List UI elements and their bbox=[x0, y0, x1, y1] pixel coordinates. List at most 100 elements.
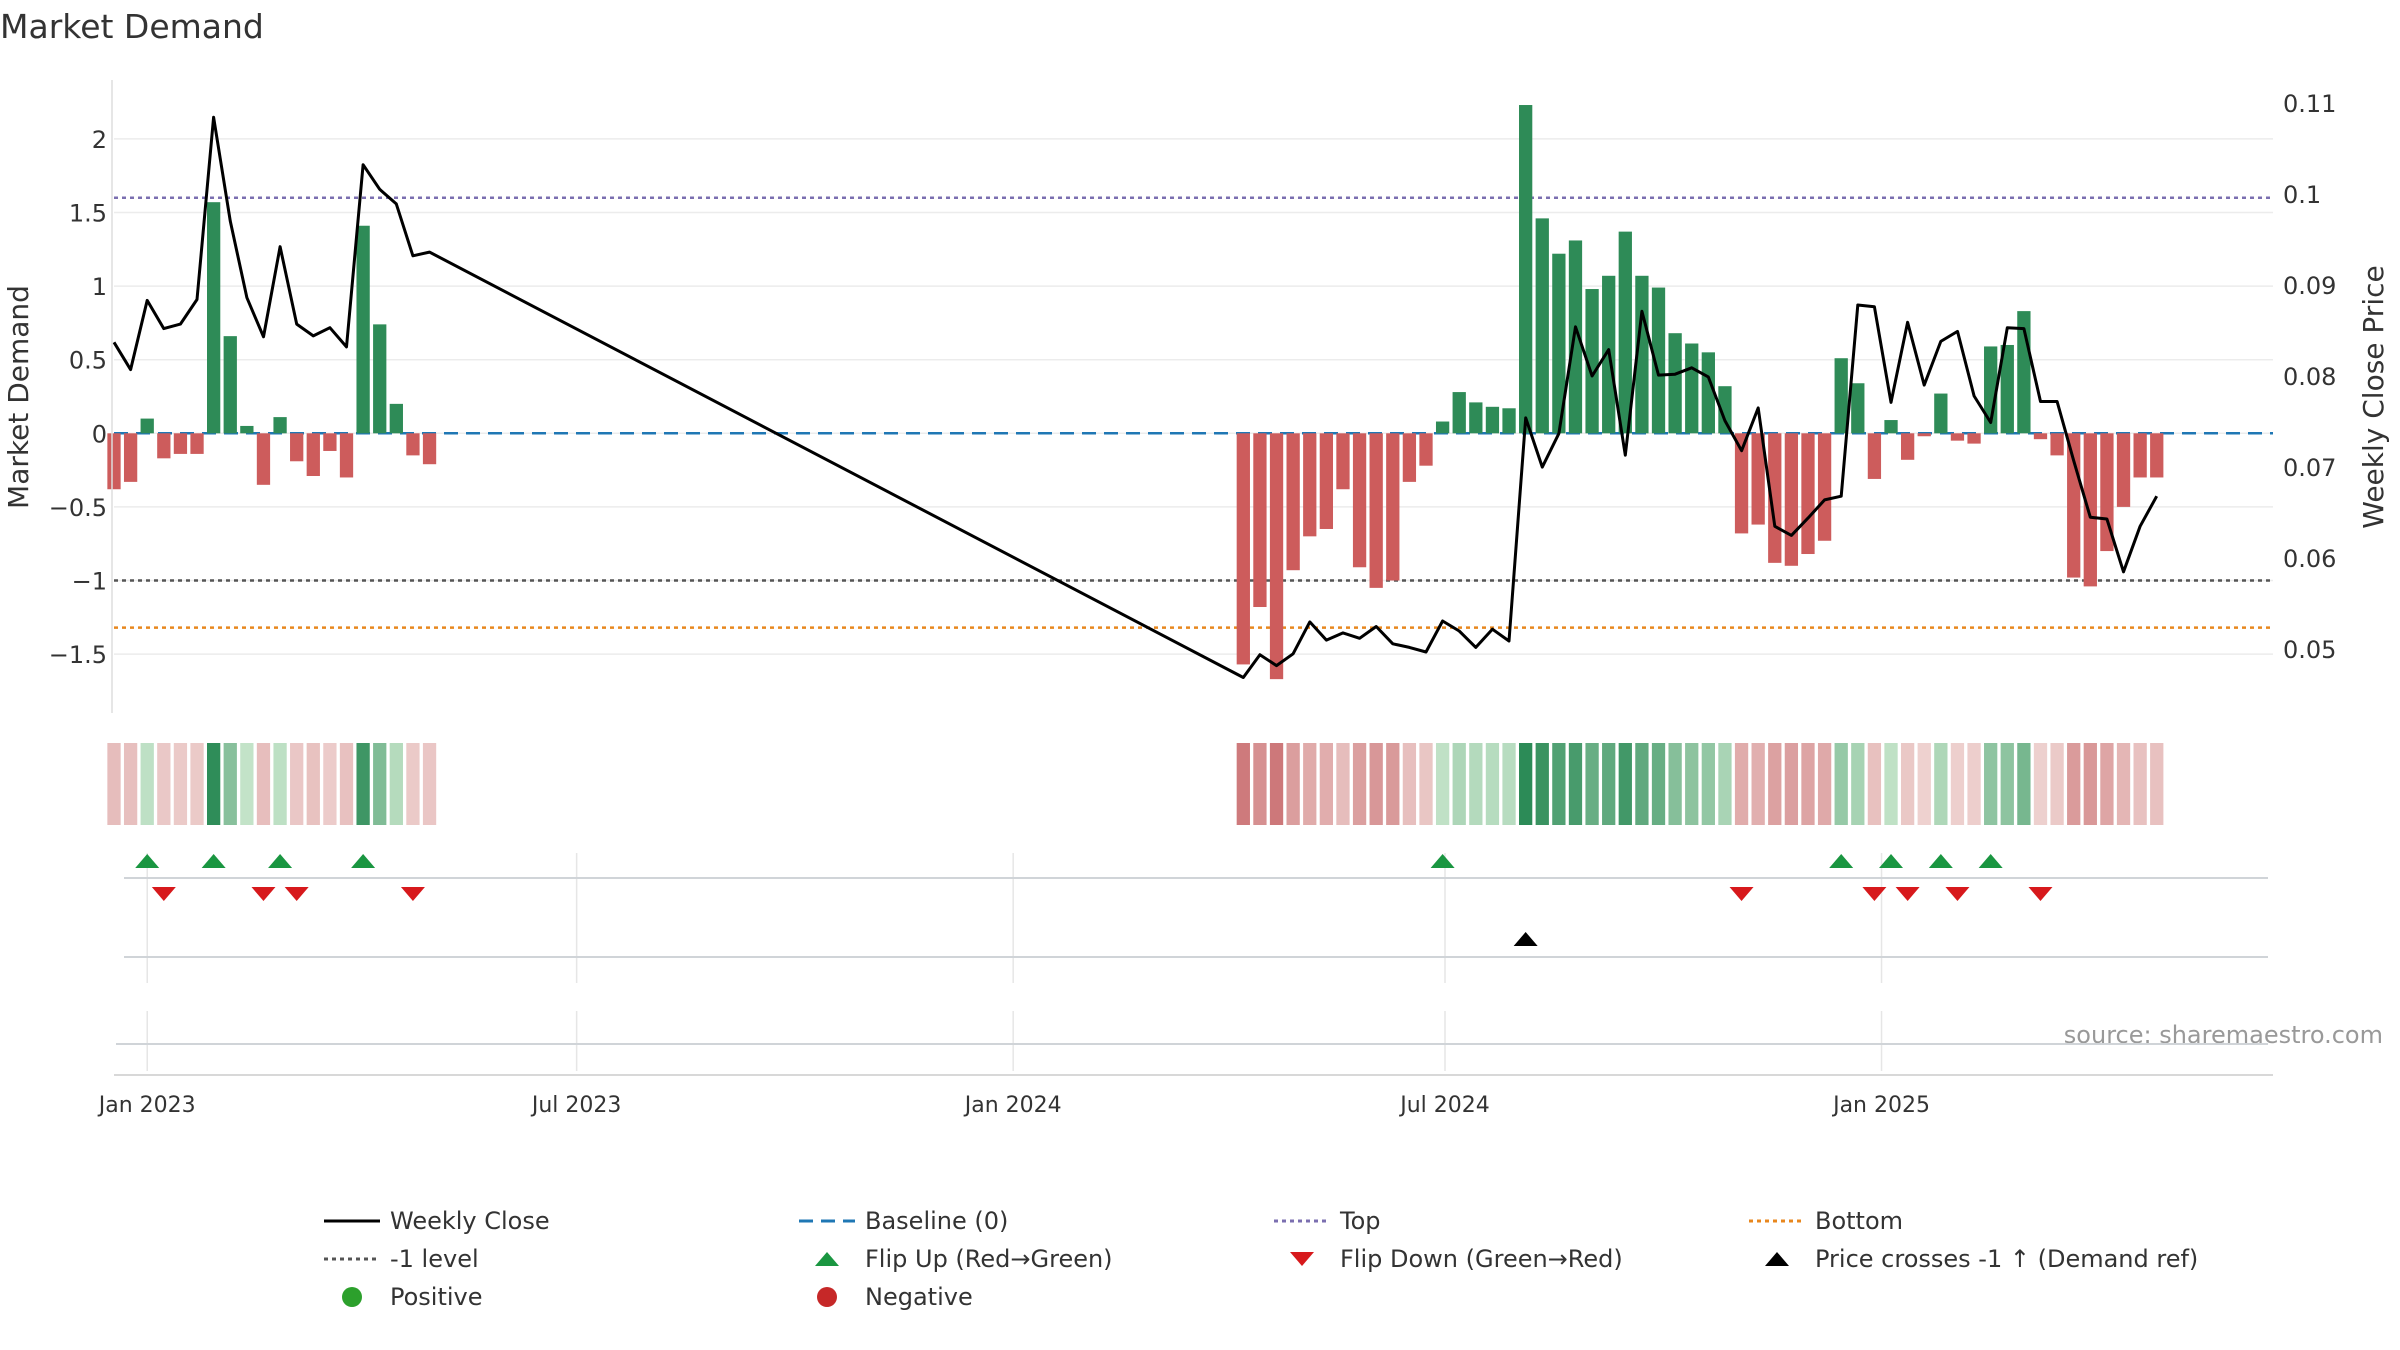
strip-cell bbox=[2083, 743, 2097, 825]
strip-cell bbox=[1867, 743, 1882, 825]
flip-up-marker bbox=[201, 854, 226, 868]
demand-bar bbox=[1668, 333, 1682, 434]
demand-bar bbox=[1884, 420, 1898, 434]
strip-cell bbox=[1535, 743, 1549, 825]
strip-cell bbox=[1568, 743, 1583, 825]
strip-cell bbox=[2067, 743, 2081, 825]
legend-label: Positive bbox=[390, 1283, 483, 1311]
x-tick-label: Jan 2023 bbox=[97, 1093, 196, 1118]
strip-cell bbox=[1884, 743, 1898, 825]
demand-bar bbox=[1618, 231, 1632, 434]
demand-bar bbox=[1734, 433, 1749, 534]
demand-bar bbox=[2083, 433, 2097, 587]
strip-cell bbox=[123, 743, 138, 825]
strip-cell bbox=[1386, 743, 1400, 825]
demand-bar bbox=[2150, 433, 2164, 478]
demand-bar bbox=[323, 433, 337, 451]
strip-cell bbox=[1651, 743, 1666, 825]
legend-item: Bottom bbox=[1745, 1204, 1903, 1238]
demand-bar bbox=[1751, 433, 1765, 525]
demand-bar bbox=[2033, 433, 2048, 440]
demand-bar bbox=[1851, 383, 1865, 434]
strip-cell bbox=[1303, 743, 1317, 825]
demand-bar bbox=[157, 433, 171, 459]
strip-cell bbox=[2017, 743, 2031, 825]
strip-cell bbox=[290, 743, 304, 825]
demand-bar bbox=[389, 403, 403, 434]
circle-swatch-icon bbox=[795, 1280, 859, 1314]
strip-cell bbox=[1452, 743, 1466, 825]
legend-label: Price crosses -1 ↑ (Demand ref) bbox=[1815, 1245, 2199, 1273]
flip-down-marker bbox=[1729, 887, 1754, 901]
demand-bar bbox=[406, 433, 420, 456]
flip-down-marker bbox=[284, 887, 309, 901]
flip-down-marker bbox=[400, 887, 425, 901]
weekly-close-line bbox=[112, 115, 2159, 679]
strip-cell bbox=[1900, 743, 1915, 825]
demand-bar bbox=[373, 324, 387, 434]
demand-bar bbox=[1519, 105, 1533, 434]
strip-cell bbox=[1950, 743, 1965, 825]
strip-cell bbox=[1851, 743, 1865, 825]
line-swatch-icon bbox=[1745, 1204, 1809, 1238]
line-swatch-icon bbox=[320, 1204, 384, 1238]
strip-cell bbox=[1269, 743, 1284, 825]
demand-bar bbox=[1435, 421, 1450, 434]
strip-cell bbox=[1984, 743, 1998, 825]
demand-bars bbox=[107, 105, 2164, 680]
demand-bar bbox=[1784, 433, 1799, 566]
strip-cell bbox=[1685, 743, 1699, 825]
flip-up-marker bbox=[1928, 854, 1953, 868]
flip-down-marker bbox=[1862, 887, 1887, 901]
x-tick-label: Jan 2025 bbox=[1831, 1093, 1930, 1118]
strip-cell bbox=[1801, 743, 1815, 825]
strip-cell bbox=[389, 743, 403, 825]
demand-bar bbox=[1950, 433, 1965, 441]
strip-cell bbox=[2050, 743, 2064, 825]
strip-cell bbox=[2133, 743, 2147, 825]
demand-bar bbox=[1469, 402, 1483, 434]
flip-up-marker bbox=[1829, 854, 1854, 868]
y2-tick-label: 0.06 bbox=[2283, 545, 2336, 573]
market-demand-chart: Market Demand Market Demand Weekly Close… bbox=[0, 7, 2390, 1118]
legend-item: Flip Up (Red→Green) bbox=[795, 1242, 1113, 1276]
y-tick-label: 2 bbox=[92, 126, 107, 154]
strip-cell bbox=[1402, 743, 1417, 825]
legend-item: Flip Down (Green→Red) bbox=[1270, 1242, 1623, 1276]
demand-bar bbox=[207, 202, 221, 434]
y2-tick-label: 0.11 bbox=[2283, 90, 2336, 118]
y-tick-label: −0.5 bbox=[49, 494, 107, 522]
demand-bar bbox=[1718, 386, 1732, 434]
demand-bar bbox=[2116, 433, 2131, 507]
flip-up-marker bbox=[1879, 854, 1904, 868]
demand-heat-strip bbox=[107, 743, 2164, 825]
demand-bar bbox=[123, 433, 138, 482]
demand-bar bbox=[1535, 218, 1549, 434]
strip-cell bbox=[373, 743, 387, 825]
strip-cell bbox=[2000, 743, 2014, 825]
strip-cell bbox=[1369, 743, 1383, 825]
demand-bar bbox=[1253, 433, 1267, 608]
demand-bar bbox=[339, 433, 354, 478]
triangle-swatch-icon bbox=[1270, 1242, 1334, 1276]
demand-bar bbox=[422, 433, 437, 465]
demand-bar bbox=[1685, 343, 1699, 434]
demand-bar bbox=[2133, 433, 2147, 478]
strip-cell bbox=[1817, 743, 1832, 825]
demand-bar bbox=[2067, 433, 2081, 578]
strip-cell bbox=[2100, 743, 2114, 825]
strip-cell bbox=[306, 743, 320, 825]
strip-cell bbox=[1768, 743, 1782, 825]
flip-down-marker bbox=[251, 887, 276, 901]
y2-tick-label: 0.08 bbox=[2283, 363, 2336, 391]
x-tick-label: Jul 2024 bbox=[1398, 1093, 1490, 1118]
strip-cell bbox=[1286, 743, 1300, 825]
flip-down-marker bbox=[2028, 887, 2053, 901]
demand-bar bbox=[1386, 433, 1400, 581]
line-swatch-icon bbox=[1270, 1204, 1334, 1238]
flip-up-marker bbox=[268, 854, 293, 868]
triangle-swatch-icon bbox=[1745, 1242, 1809, 1276]
flip-up-marker bbox=[351, 854, 376, 868]
event-markers bbox=[116, 853, 2268, 1071]
y2-tick-label: 0.1 bbox=[2283, 181, 2321, 209]
